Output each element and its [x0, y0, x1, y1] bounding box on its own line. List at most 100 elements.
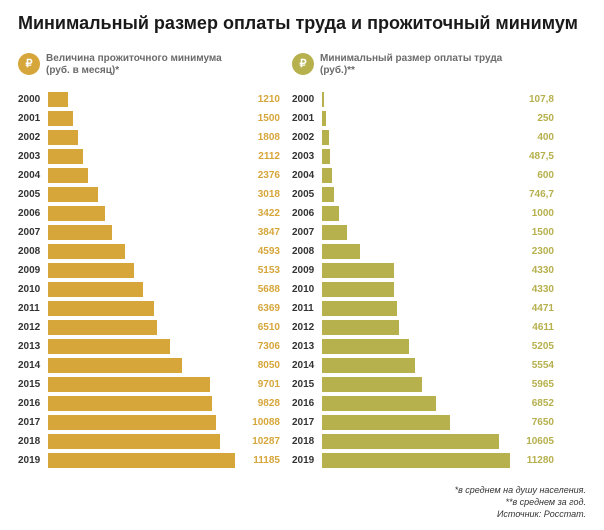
year-label: 2006: [18, 208, 48, 219]
bar-area: [322, 187, 514, 202]
bar: [48, 168, 88, 183]
footnote-line: Источник: Росстат.: [497, 509, 586, 519]
bar: [322, 358, 415, 373]
year-label: 2007: [18, 227, 48, 238]
chart-row: 20042376: [18, 167, 280, 185]
year-label: 2008: [18, 246, 48, 257]
year-label: 2003: [292, 151, 322, 162]
chart-row: 2005746,7: [292, 186, 554, 204]
value-label: 2376: [240, 170, 280, 181]
bar-area: [322, 111, 514, 126]
chart-row: 201710088: [18, 414, 280, 432]
bar: [322, 377, 422, 392]
value-label: 6852: [514, 398, 554, 409]
bar-area: [322, 130, 514, 145]
year-label: 2015: [292, 379, 322, 390]
bar: [322, 244, 360, 259]
chart-row: 20124611: [292, 319, 554, 337]
value-label: 5554: [514, 360, 554, 371]
year-label: 2008: [292, 246, 322, 257]
value-label: 5153: [240, 265, 280, 276]
year-label: 2006: [292, 208, 322, 219]
bar-area: [322, 453, 514, 468]
chart-row: 20032112: [18, 148, 280, 166]
bar-area: [322, 434, 514, 449]
bar: [322, 187, 334, 202]
bar: [322, 225, 347, 240]
ruble-icon: ₽: [18, 53, 40, 75]
chart-row: 20001210: [18, 91, 280, 109]
bar: [48, 111, 73, 126]
bar-area: [48, 225, 240, 240]
chart-rows: 2000121020011500200218082003211220042376…: [18, 91, 280, 470]
value-label: 7650: [514, 417, 554, 428]
bar-area: [48, 358, 240, 373]
bar-area: [48, 453, 240, 468]
bar: [48, 377, 210, 392]
value-label: 1808: [240, 132, 280, 143]
chart-row: 20082300: [292, 243, 554, 261]
value-label: 4593: [240, 246, 280, 257]
chart-row: 201911185: [18, 452, 280, 470]
value-label: 9701: [240, 379, 280, 390]
bar-area: [48, 244, 240, 259]
bar-area: [322, 149, 514, 164]
bar-area: [48, 168, 240, 183]
bar-area: [48, 206, 240, 221]
bar: [48, 320, 157, 335]
chart-row: 2017 7650: [292, 414, 554, 432]
value-label: 3847: [240, 227, 280, 238]
year-label: 2011: [292, 303, 322, 314]
value-label: 1000: [514, 208, 554, 219]
chart-row: 20135205: [292, 338, 554, 356]
value-label: 4611: [514, 322, 554, 333]
year-label: 2009: [18, 265, 48, 276]
bar: [48, 301, 154, 316]
value-label: 7306: [240, 341, 280, 352]
year-label: 2007: [292, 227, 322, 238]
year-label: 2011: [18, 303, 48, 314]
chart-rows: 2000107,8200125020024002003487,520046002…: [292, 91, 554, 470]
bar-area: [322, 244, 514, 259]
bar: [48, 282, 143, 297]
bar-area: [48, 263, 240, 278]
value-label: 107,8: [514, 94, 554, 105]
chart-right: ₽Минимальный размер оплаты труда(руб.)**…: [292, 53, 554, 470]
chart-row: 20063422: [18, 205, 280, 223]
chart-row: 20105688: [18, 281, 280, 299]
value-label: 1500: [240, 113, 280, 124]
chart-row: 2000107,8: [292, 91, 554, 109]
chart-row: 20071500: [292, 224, 554, 242]
year-label: 2005: [292, 189, 322, 200]
chart-row: 20137306: [18, 338, 280, 356]
year-label: 2018: [292, 436, 322, 447]
bar: [322, 282, 394, 297]
year-label: 2013: [292, 341, 322, 352]
chart-row: 20116369: [18, 300, 280, 318]
chart-row: 2015 9701: [18, 376, 280, 394]
footnote-line: *в среднем на душу населения.: [455, 485, 586, 495]
bar-area: [48, 396, 240, 411]
chart-row: 201911280: [292, 452, 554, 470]
year-label: 2019: [18, 455, 48, 466]
chart-row: 2007 3847: [18, 224, 280, 242]
chart-header-text: Величина прожиточного минимума(руб. в ме…: [46, 53, 222, 78]
chart-header-text: Минимальный размер оплаты труда(руб.)**: [320, 53, 502, 78]
chart-row: 2002400: [292, 129, 554, 147]
year-label: 2014: [18, 360, 48, 371]
bar-area: [48, 320, 240, 335]
bar: [322, 396, 436, 411]
bar: [322, 339, 409, 354]
year-label: 2015: [18, 379, 48, 390]
bar: [48, 225, 112, 240]
bar-area: [322, 339, 514, 354]
bar: [322, 320, 399, 335]
year-label: 2012: [18, 322, 48, 333]
year-label: 2019: [292, 455, 322, 466]
bar: [48, 130, 78, 145]
bar-area: [322, 282, 514, 297]
bar: [322, 111, 326, 126]
bar-area: [48, 434, 240, 449]
year-label: 2017: [292, 417, 322, 428]
bar-area: [322, 358, 514, 373]
